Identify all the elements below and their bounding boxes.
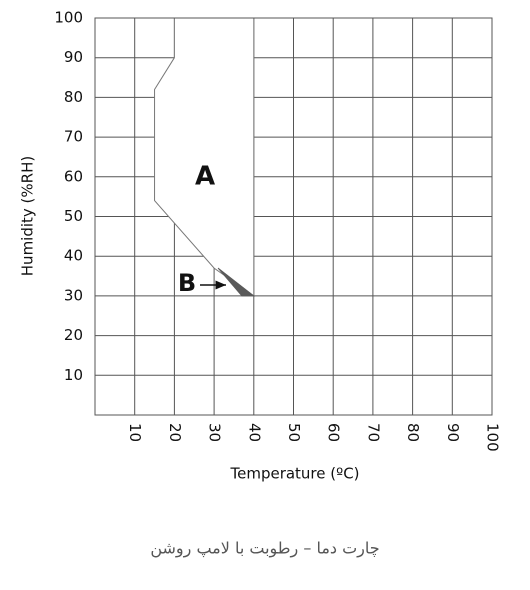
y-tick-label: 60: [64, 167, 83, 185]
y-tick-label: 10: [64, 366, 83, 384]
y-tick-label: 40: [64, 247, 83, 265]
x-tick-label: 30: [206, 423, 224, 442]
region: [154, 17, 255, 297]
x-tick-label: 10: [126, 423, 144, 442]
x-tick-label: 80: [404, 423, 422, 442]
plot-border: [94, 17, 493, 416]
y-axis-label: Humidity (%RH): [19, 156, 37, 276]
x-tick-label: 60: [325, 423, 343, 442]
x-tick-label: 70: [364, 423, 382, 442]
x-tick-label: 90: [444, 423, 462, 442]
x-tick-label: 100: [484, 423, 502, 452]
y-tick-label: 20: [64, 326, 83, 344]
x-tick-label: 50: [285, 423, 303, 442]
y-tick-label: 50: [64, 207, 83, 225]
region-label: B: [178, 269, 196, 297]
y-tick-label: 80: [64, 88, 83, 106]
y-tick-label: 90: [64, 48, 83, 66]
caption: چارت دما – رطوبت با لامپ روشن: [150, 539, 379, 559]
region: [217, 267, 256, 297]
x-axis-label: Temperature (ºC): [229, 465, 359, 483]
y-tick-label: 100: [54, 9, 83, 27]
x-tick-label: 40: [245, 423, 263, 442]
x-tick-label: 20: [166, 423, 184, 442]
y-tick-label: 30: [64, 286, 83, 304]
region-label: A: [195, 162, 215, 192]
y-tick-label: 70: [64, 128, 83, 146]
